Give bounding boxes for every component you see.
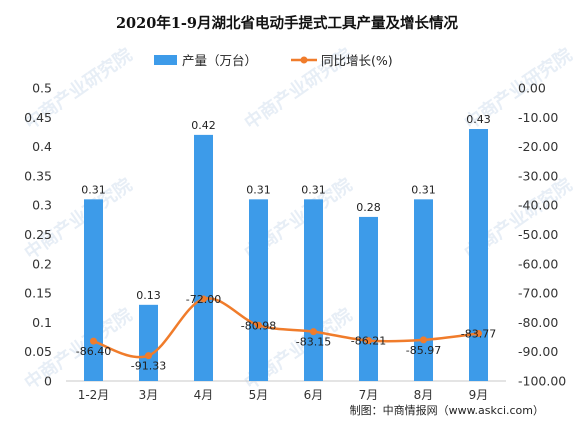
y-left-tick-label: 0.1: [32, 315, 52, 330]
growth-point: [475, 329, 482, 337]
growth-point: [365, 337, 372, 345]
x-tick-label: 3月: [139, 388, 159, 402]
bar-value-label: 0.28: [356, 201, 381, 214]
growth-value-label: -72.00: [186, 293, 221, 306]
data-labels: 0.31 0.13 0.42 0.31 0.31 0.28 0.31 0.43 -86.40 -9…: [76, 113, 496, 373]
legend-label-growth: 同比增长(%): [321, 53, 393, 68]
x-tick-label: 4月: [194, 388, 214, 402]
x-tick-label: 7月: [359, 388, 379, 402]
x-tick-label: 5月: [249, 388, 269, 402]
line-series: [90, 295, 482, 360]
bar-value-label: 0.31: [246, 183, 271, 196]
bar-production: [249, 199, 268, 381]
legend: 产量（万台） 同比增长(%): [154, 53, 393, 68]
bar-value-label: 0.43: [466, 113, 491, 126]
growth-point: [90, 337, 97, 345]
x-tick-label: 6月: [304, 388, 324, 402]
growth-value-label: -83.77: [461, 327, 496, 340]
y-right-tick-label: -70.00: [518, 286, 558, 301]
y-right-tick-label: -30.00: [518, 168, 558, 183]
growth-value-label: -91.33: [131, 360, 166, 373]
bar-production: [139, 304, 158, 381]
bar-value-label: 0.42: [191, 119, 216, 132]
bar-value-label: 0.13: [136, 289, 161, 302]
growth-value-label: -86.21: [351, 335, 386, 348]
growth-point: [200, 295, 207, 303]
y-right-tick-label: -90.00: [518, 344, 558, 359]
legend-label-production: 产量（万台）: [182, 53, 257, 68]
y-left-tick-label: 0.15: [24, 286, 52, 301]
chart-title: 2020年1-9月湖北省电动手提式工具产量及增长情况: [116, 14, 459, 32]
x-tick-label: 1-2月: [78, 388, 110, 402]
growth-value-label: -83.15: [296, 336, 331, 349]
growth-point: [145, 352, 152, 360]
growth-point: [255, 321, 262, 329]
bar-production: [304, 199, 323, 381]
legend-marker-growth: [300, 56, 308, 64]
growth-value-label: -80.98: [241, 319, 276, 332]
y-right-tick-label: -20.00: [518, 139, 558, 154]
y-left-tick-label: 0.4: [32, 139, 52, 154]
y-left-tick-label: 0.5: [32, 81, 52, 96]
growth-point: [310, 328, 317, 336]
growth-value-label: -85.97: [406, 344, 441, 357]
y-left-tick-label: 0.45: [24, 110, 52, 125]
growth-value-label: -86.40: [76, 345, 111, 358]
y-left-tick-label: 0.25: [24, 227, 52, 242]
bar-value-label: 0.31: [411, 183, 436, 196]
bar-production: [359, 216, 378, 381]
y-left-tick-label: 0: [44, 374, 52, 389]
bar-production: [84, 199, 103, 381]
y-right-tick-label: 0.00: [518, 81, 546, 96]
bar-production: [194, 134, 213, 381]
y-right-tick-label: -80.00: [518, 315, 558, 330]
growth-point: [420, 336, 427, 344]
y-left-tick-label: 0.35: [24, 168, 52, 183]
bar-production: [469, 129, 488, 381]
watermark-text: 中商产业研究院: [20, 174, 136, 264]
axes: 0 0.05 0.1 0.15 0.2 0.25 0.3 0.35 0.4 0.45 0.5 0.00…: [24, 81, 566, 403]
y-right-tick-label: -40.00: [518, 198, 558, 213]
bar-production: [414, 199, 433, 381]
legend-swatch-production: [154, 55, 177, 65]
y-left-tick-label: 0.3: [32, 198, 52, 213]
x-tick-label: 9月: [469, 388, 489, 402]
y-right-tick-label: -50.00: [518, 227, 558, 242]
source-note: 制图：中商情报网（www.askci.com）: [350, 403, 544, 417]
bar-value-label: 0.31: [81, 183, 106, 196]
bar-value-label: 0.31: [301, 183, 326, 196]
growth-line-path: [93, 297, 479, 359]
x-tick-label: 8月: [414, 388, 434, 402]
y-right-tick-label: -60.00: [518, 256, 558, 271]
y-right-tick-label: -100.00: [518, 374, 566, 389]
y-left-tick-label: 0.2: [32, 256, 52, 271]
y-right-tick-label: -10.00: [518, 110, 558, 125]
y-left-tick-label: 0.05: [24, 344, 52, 359]
